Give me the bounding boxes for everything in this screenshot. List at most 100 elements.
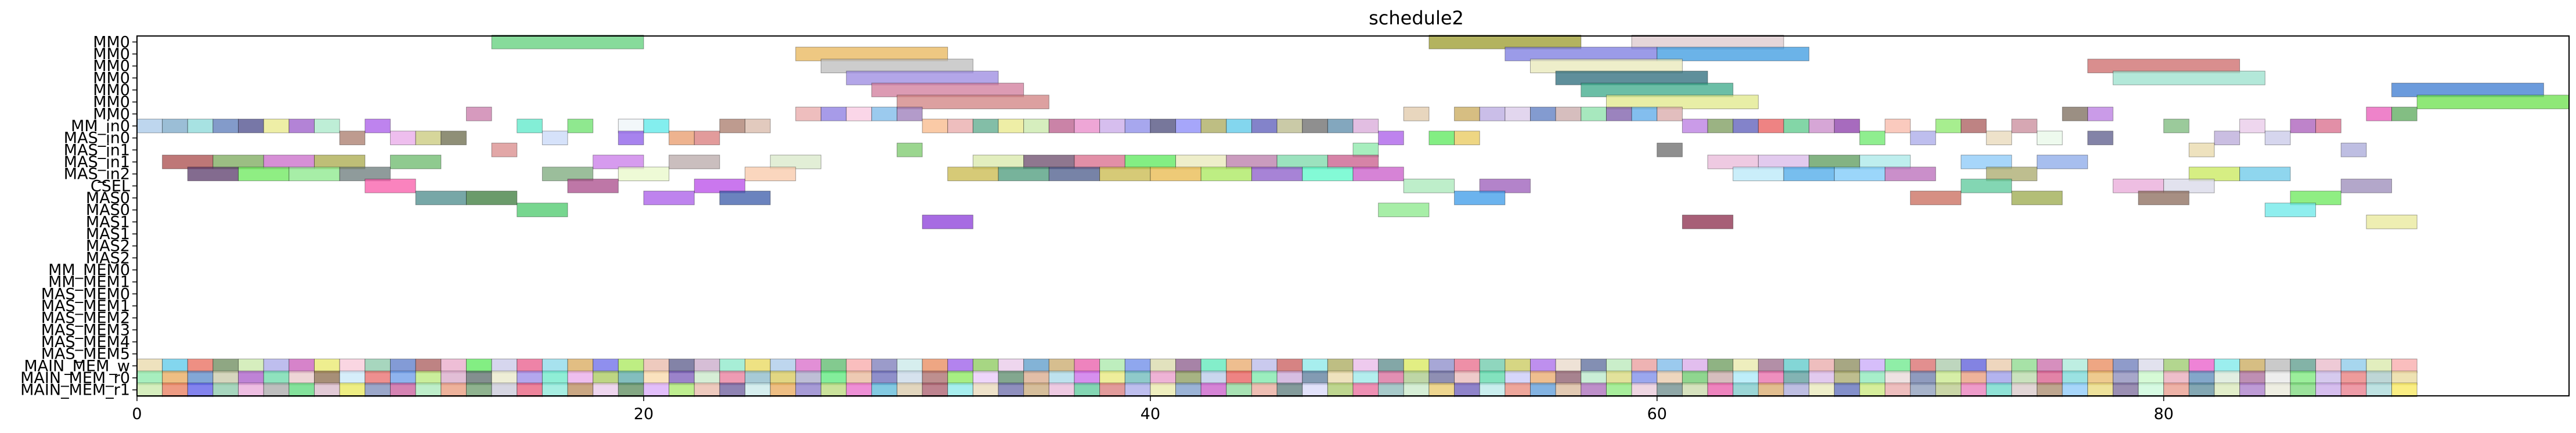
gantt-bar: [1428, 383, 1455, 398]
gantt-bar: [288, 167, 340, 182]
gantt-bar: [314, 118, 340, 133]
gantt-bar: [795, 383, 821, 398]
gantt-bar: [1682, 214, 1734, 229]
gantt-bar: [1226, 383, 1252, 398]
gantt-bar: [1454, 131, 1480, 146]
gantt-bar: [694, 383, 720, 398]
gantt-bar: [238, 383, 264, 398]
gantt-bar: [2239, 118, 2265, 133]
y-axis: MM0MM0MM0MM0MM0MM0MM0MM_in0MAS_in0MAS_in…: [20, 33, 137, 399]
gantt-bar: [1302, 167, 1354, 182]
gantt-bar: [1479, 106, 1506, 121]
gantt-bar: [1403, 106, 1430, 121]
y-tick-label: MAS_in1: [64, 141, 130, 159]
gantt-bar: [922, 118, 948, 133]
gantt-bar: [1657, 106, 1683, 121]
gantt-bar: [2239, 167, 2291, 182]
gantt-bar: [1327, 383, 1354, 398]
gantt-bar: [1150, 118, 1176, 133]
gantt-bar: [1885, 383, 1911, 398]
gantt-bar: [896, 106, 923, 121]
gantt-bar: [466, 383, 492, 398]
gantt-bar: [162, 383, 188, 398]
bars-layer: [136, 34, 2570, 398]
gantt-bar: [1327, 118, 1354, 133]
gantt-bar: [1986, 131, 2012, 146]
gantt-bar: [2163, 118, 2189, 133]
gantt-bar: [517, 383, 543, 398]
gantt-bar: [998, 167, 1049, 182]
gantt-bar: [1631, 106, 1658, 121]
gantt-bar: [2062, 383, 2088, 398]
gantt-bar: [2112, 70, 2265, 85]
gantt-bar: [2290, 118, 2317, 133]
gantt-bar: [517, 118, 543, 133]
chart-title: schedule2: [1369, 7, 1464, 29]
gantt-bar: [1175, 118, 1202, 133]
gantt-bar: [618, 167, 670, 182]
gantt-bar: [1657, 46, 1810, 62]
gantt-bar: [1200, 167, 1252, 182]
gantt-bar: [2036, 154, 2088, 169]
y-tick-label: MAS_MEM0: [41, 285, 130, 303]
gantt-bar: [2087, 106, 2113, 121]
gantt-bar: [517, 203, 568, 218]
y-tick-label: MAS_in0: [64, 129, 130, 147]
gantt-bar: [1581, 383, 1607, 398]
gantt-bar: [1251, 118, 1278, 133]
y-tick-label: MAS_in1: [64, 153, 130, 171]
gantt-bar: [1961, 178, 2012, 193]
y-tick-label: MAIN_MEM_w: [24, 357, 130, 375]
gantt-bar: [1555, 383, 1582, 398]
gantt-bar: [263, 118, 290, 133]
y-tick-label: MM_MEM1: [48, 273, 130, 291]
gantt-bar: [441, 383, 467, 398]
gantt-bar: [643, 118, 670, 133]
gantt-bar: [846, 106, 872, 121]
gantt-bar: [2264, 203, 2317, 218]
gantt-bar: [1657, 142, 1683, 157]
gantt-bar: [1986, 383, 2012, 398]
gantt-bar: [365, 178, 416, 193]
gantt-bar: [770, 154, 821, 169]
gantt-bar: [972, 383, 999, 398]
gantt-bar: [2416, 95, 2570, 110]
gantt-bar: [2315, 383, 2342, 398]
gantt-bar: [972, 118, 999, 133]
gantt-bar: [2011, 383, 2037, 398]
gantt-bar: [1935, 383, 1962, 398]
gantt-bar: [1530, 383, 1556, 398]
y-tick-label: MAS2: [86, 249, 130, 267]
y-tick-label: MM0: [93, 93, 130, 111]
y-tick-label: MAS_MEM4: [41, 333, 130, 351]
gantt-bar: [2340, 383, 2367, 398]
gantt-bar: [1783, 118, 1810, 133]
gantt-bar: [745, 383, 771, 398]
gantt-bar: [1935, 118, 1962, 133]
gantt-bar: [1910, 190, 1961, 205]
gantt-bar: [1733, 118, 1759, 133]
gantt-bar: [2011, 190, 2063, 205]
gantt-bar: [567, 118, 594, 133]
plot-frame: [136, 35, 2570, 396]
gantt-bar: [2391, 106, 2418, 121]
gantt-bar: [567, 178, 619, 193]
gantt-bar: [820, 106, 847, 121]
gantt-bar: [1378, 383, 1404, 398]
gantt-bar: [1403, 383, 1430, 398]
gantt-bar: [2138, 190, 2189, 205]
gantt-bar: [1733, 383, 1759, 398]
gantt-bar: [1631, 383, 1658, 398]
gantt-bar: [1175, 383, 1202, 398]
gantt-bar: [2036, 383, 2063, 398]
gantt-bar: [1023, 383, 1049, 398]
gantt-bar: [389, 383, 416, 398]
gantt-bar: [542, 383, 568, 398]
gantt-bar: [1302, 118, 1328, 133]
gantt-bar: [1454, 190, 1506, 205]
gantt-bar: [998, 118, 1024, 133]
gantt-bar: [1910, 383, 1936, 398]
gantt-bar: [415, 190, 467, 205]
gantt-bar: [1859, 131, 1886, 146]
